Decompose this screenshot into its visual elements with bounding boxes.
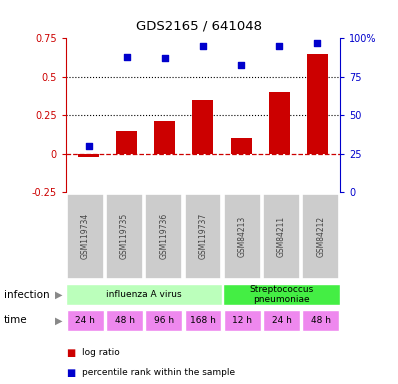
Text: 48 h: 48 h <box>115 316 135 325</box>
Bar <box>66 284 222 305</box>
Text: GSM84213: GSM84213 <box>238 215 247 257</box>
Text: GDS2165 / 641048: GDS2165 / 641048 <box>136 19 262 32</box>
Bar <box>269 92 290 154</box>
Bar <box>185 310 221 331</box>
Bar <box>106 310 143 331</box>
Point <box>123 54 130 60</box>
Text: time: time <box>4 315 27 326</box>
Text: GSM84212: GSM84212 <box>316 215 325 257</box>
Text: percentile rank within the sample: percentile rank within the sample <box>82 368 235 377</box>
Point <box>314 40 321 46</box>
Bar <box>106 194 143 278</box>
Point <box>238 61 244 68</box>
Bar <box>302 194 339 278</box>
Bar <box>67 310 104 331</box>
Text: 168 h: 168 h <box>190 316 216 325</box>
Bar <box>78 154 99 157</box>
Bar <box>145 310 182 331</box>
Text: 48 h: 48 h <box>311 316 331 325</box>
Point <box>276 43 283 49</box>
Bar <box>154 121 176 154</box>
Point <box>86 143 92 149</box>
Bar <box>263 310 300 331</box>
Text: 24 h: 24 h <box>75 316 95 325</box>
Text: ▶: ▶ <box>55 290 62 300</box>
Text: ■: ■ <box>66 368 75 378</box>
Text: 12 h: 12 h <box>232 316 252 325</box>
Text: GSM119737: GSM119737 <box>199 213 207 259</box>
Text: ▶: ▶ <box>55 315 62 326</box>
Text: GSM119735: GSM119735 <box>120 213 129 259</box>
Text: log ratio: log ratio <box>82 348 119 358</box>
Bar <box>116 131 137 154</box>
Bar <box>302 310 339 331</box>
Bar <box>230 138 252 154</box>
Text: 96 h: 96 h <box>154 316 174 325</box>
Text: GSM119734: GSM119734 <box>81 213 90 259</box>
Point <box>200 43 206 49</box>
Text: influenza A virus: influenza A virus <box>106 290 182 299</box>
Text: 24 h: 24 h <box>271 316 291 325</box>
Text: GSM84211: GSM84211 <box>277 215 286 257</box>
Bar <box>185 194 221 278</box>
Bar <box>193 100 213 154</box>
Point <box>162 55 168 61</box>
Bar <box>224 194 261 278</box>
Text: infection: infection <box>4 290 50 300</box>
Text: Streptococcus
pneumoniae: Streptococcus pneumoniae <box>249 285 314 305</box>
Bar <box>223 284 339 305</box>
Text: GSM119736: GSM119736 <box>159 213 168 259</box>
Text: ■: ■ <box>66 348 75 358</box>
Bar <box>224 310 261 331</box>
Bar <box>145 194 182 278</box>
Bar <box>67 194 104 278</box>
Bar <box>263 194 300 278</box>
Bar <box>307 54 328 154</box>
